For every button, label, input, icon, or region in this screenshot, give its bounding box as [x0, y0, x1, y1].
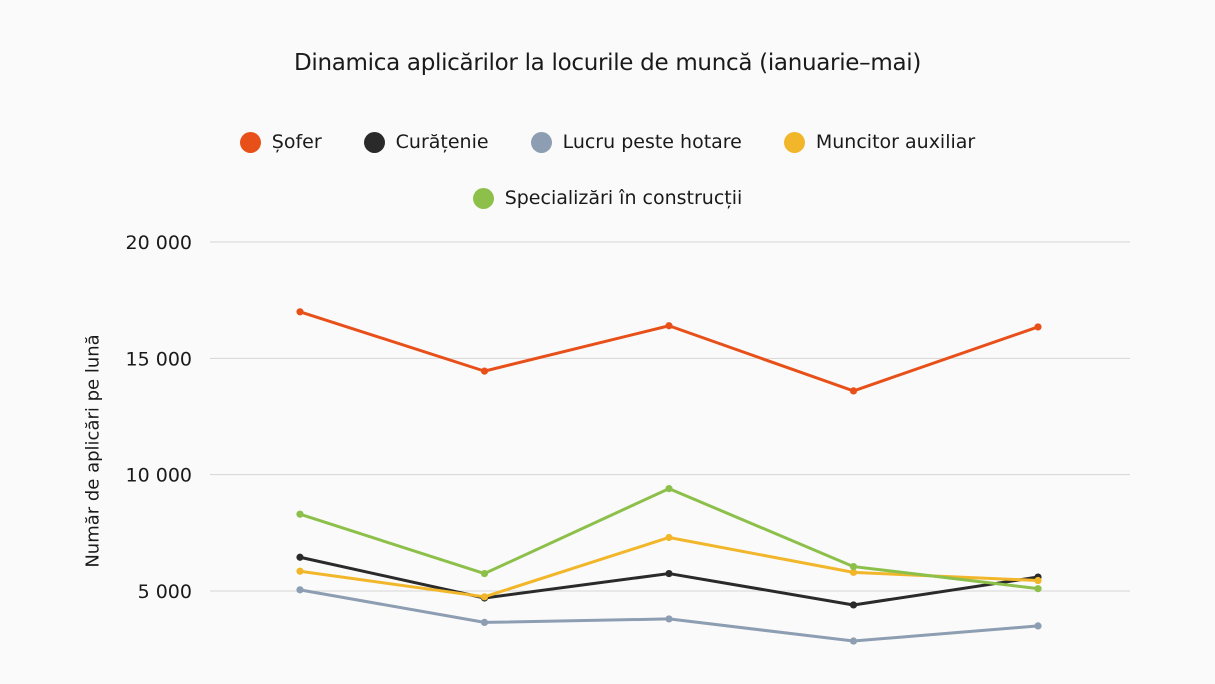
legend-item-sofer[interactable]: Șofer: [239, 131, 322, 153]
data-point: [1034, 323, 1042, 331]
legend-marker-icon: [239, 131, 261, 153]
legend-label: Muncitor auxiliar: [815, 131, 976, 153]
data-point: [480, 593, 489, 601]
data-point: [665, 615, 673, 623]
data-point: [296, 308, 304, 316]
y-tick-label: 5 000: [138, 581, 192, 603]
y-tick-label: 20 000: [126, 232, 192, 254]
data-point: [480, 367, 489, 375]
data-point: [296, 510, 304, 518]
legend-item-curatenie[interactable]: Curățenie: [363, 131, 489, 153]
chart-title: Dinamica aplicărilor la locurile de munc…: [293, 50, 922, 76]
legend-marker-icon: [472, 187, 494, 209]
data-point: [1034, 576, 1042, 585]
data-point: [296, 586, 304, 594]
y-tick-label: 10 000: [126, 465, 192, 487]
data-point: [296, 567, 304, 575]
legend-item-muncitor-auxiliar[interactable]: Muncitor auxiliar: [783, 131, 976, 153]
data-point: [480, 618, 489, 627]
legend-marker-icon: [530, 131, 552, 153]
legend-label: Lucru peste hotare: [562, 131, 742, 153]
legend-marker-icon: [363, 131, 385, 153]
y-tick-label: 15 000: [126, 348, 192, 370]
data-point: [296, 553, 304, 561]
data-point: [665, 485, 673, 493]
data-point: [849, 562, 858, 571]
data-point: [665, 533, 673, 542]
series-line: [298, 535, 1040, 599]
data-point: [665, 569, 673, 578]
legend-label: Specializări în construcții: [504, 187, 743, 209]
data-point: [665, 322, 673, 330]
legend-item-lucru-peste-hotare[interactable]: Lucru peste hotare: [530, 131, 742, 153]
data-point: [849, 637, 858, 645]
legend-row-2: Specializări în construcții: [0, 187, 1215, 209]
legend-item-specializari-constructii[interactable]: Specializări în construcții: [472, 187, 743, 209]
legend: Șofer Curățenie Lucru peste hotare Munci…: [0, 131, 1215, 153]
data-point: [849, 568, 858, 576]
data-point: [849, 601, 858, 609]
legend-label: Curățenie: [395, 131, 489, 153]
data-point: [849, 387, 858, 395]
data-point: [1034, 622, 1042, 630]
legend-marker-icon: [783, 131, 805, 153]
data-point: [480, 569, 489, 578]
data-point: [1034, 585, 1042, 593]
legend-label: Șofer: [271, 131, 322, 153]
series-line: [298, 555, 1040, 607]
